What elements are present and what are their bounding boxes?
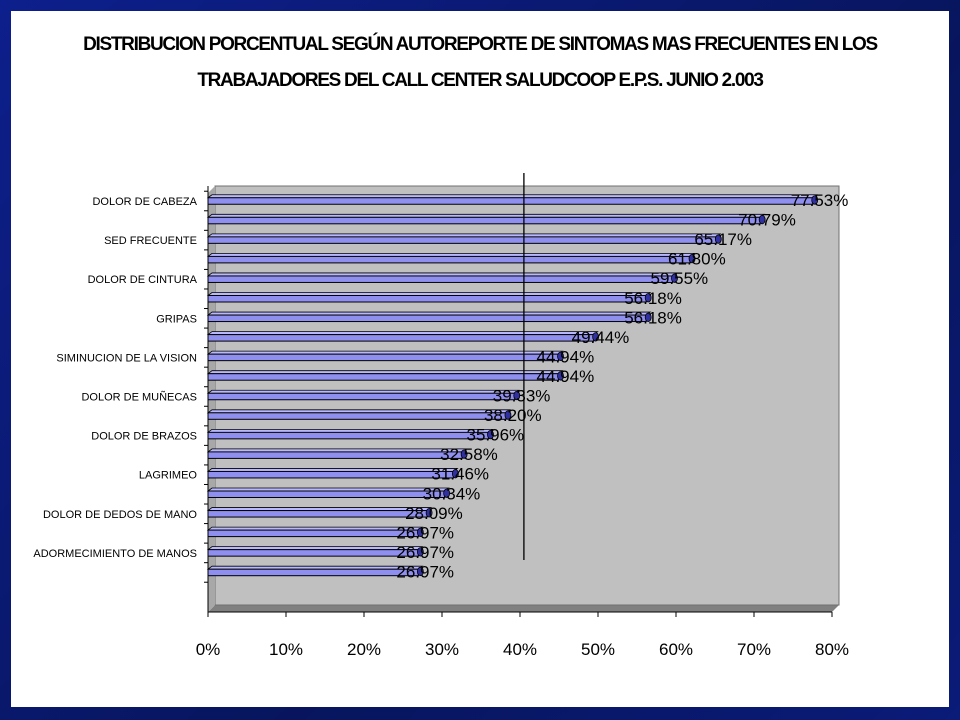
bar-end-cap (513, 390, 521, 401)
bar-end-cap (644, 312, 652, 322)
data-label: 31.46% (431, 465, 489, 484)
bar-end-cap (451, 469, 459, 479)
data-label: 32.58% (440, 445, 498, 464)
x-tick-label: 70% (737, 640, 771, 659)
bar (207, 529, 419, 538)
bar (207, 216, 761, 225)
bar (207, 431, 489, 440)
data-label: 28.09% (405, 504, 463, 523)
bar-end-cap (425, 508, 433, 518)
x-tick-label: 40% (503, 640, 537, 659)
bar-end-cap (487, 429, 494, 440)
bar (207, 470, 454, 479)
bar-end-cap (644, 293, 652, 303)
chart-title-line1: DISTRIBUCION PORCENTUAL SEGÚN AUTOREPORT… (83, 34, 878, 55)
data-label: 56.18% (624, 289, 682, 308)
bar-end-cap (671, 273, 678, 283)
data-label: 26.97% (396, 523, 454, 542)
bar (207, 275, 673, 283)
x-tick-label: 80% (815, 640, 849, 659)
bar (207, 295, 647, 303)
x-tick-label: 10% (269, 640, 303, 659)
data-label: 35.96% (466, 426, 524, 445)
bar (207, 490, 446, 498)
plot-floor (208, 605, 839, 612)
bar-end-cap (504, 410, 512, 420)
bar-end-cap (416, 547, 424, 557)
category-label: DOLOR DE BRAZOS (91, 431, 197, 443)
data-label: 26.97% (396, 562, 454, 581)
bar-end-cap (416, 566, 424, 577)
category-label: DOLOR DE MUÑECAS (81, 391, 197, 404)
data-label: 70.79% (738, 211, 796, 230)
x-tick-label: 50% (581, 640, 615, 659)
bar-end-cap (557, 371, 564, 381)
bar (207, 314, 647, 323)
category-label: SIMINUCION DE LA VISION (56, 352, 197, 364)
data-label: 77.53% (791, 191, 849, 210)
bar-end-cap (811, 195, 819, 205)
data-label: 44.94% (537, 367, 595, 386)
bar (207, 451, 463, 459)
category-label: GRIPAS (156, 313, 197, 325)
bar (207, 236, 717, 244)
x-tick-label: 30% (425, 640, 459, 659)
data-label: 44.94% (537, 347, 595, 366)
bar-end-cap (443, 488, 451, 498)
bar (207, 373, 560, 381)
bar-end-cap (416, 527, 424, 537)
bar (207, 549, 419, 557)
category-label: DOLOR DE DEDOS DE MANO (43, 509, 197, 521)
x-tick-label: 0% (196, 640, 221, 659)
data-label: 38.20% (484, 406, 542, 425)
data-label: 26.97% (396, 543, 454, 562)
category-label: ADORMECIMIENTO DE MANOS (33, 548, 197, 560)
data-label: 30.34% (423, 484, 481, 503)
data-label: 56.18% (624, 308, 682, 327)
bar-end-cap (460, 449, 468, 459)
bar (207, 255, 691, 264)
bar (207, 412, 507, 420)
data-label: 65.17% (694, 230, 752, 249)
bar-end-cap (714, 234, 722, 244)
bar (207, 392, 516, 401)
data-label: 49.44% (572, 328, 630, 347)
x-tick-label: 20% (347, 640, 381, 659)
bar (207, 334, 595, 342)
data-label: 61.80% (668, 250, 726, 269)
bar (207, 510, 428, 518)
data-label: 59.55% (650, 269, 708, 288)
category-label: DOLOR DE CINTURA (88, 274, 198, 286)
bar (207, 197, 814, 205)
bar-end-cap (592, 332, 600, 342)
category-label: LAGRIMEO (139, 470, 198, 482)
bar-end-cap (688, 253, 696, 264)
bar (207, 568, 419, 577)
chart-title-line2: TRABAJADORES DEL CALL CENTER SALUDCOOP E… (197, 70, 764, 91)
category-label: DOLOR DE CABEZA (92, 196, 197, 208)
bar (207, 353, 560, 362)
category-label: SED FRECUENTE (104, 235, 197, 247)
bar-end-cap (758, 214, 766, 225)
bar-end-cap (557, 351, 564, 362)
x-tick-label: 60% (659, 640, 693, 659)
data-label: 39.33% (493, 387, 551, 406)
